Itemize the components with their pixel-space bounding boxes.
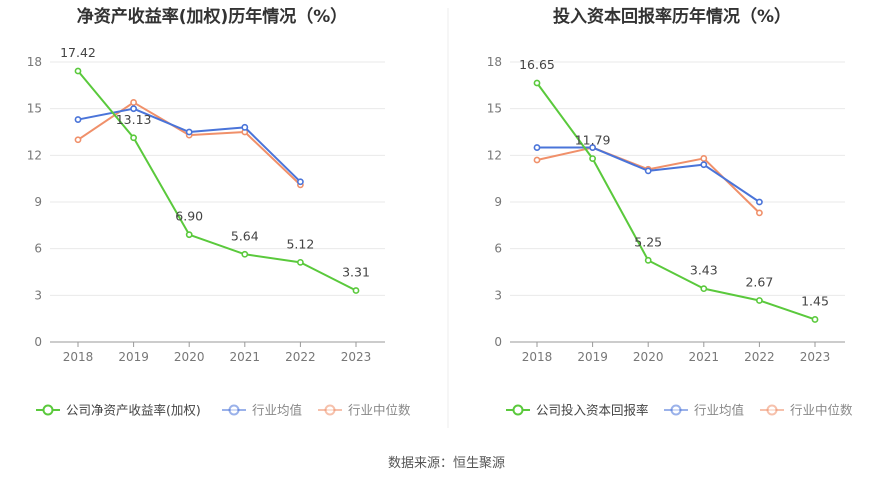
chart-2-ytick-label: 9 xyxy=(494,195,502,209)
chart-2-point-company-2018[interactable] xyxy=(533,79,541,87)
chart-2-point-avg-2022[interactable] xyxy=(756,198,763,206)
chart-1-ytick-label: 9 xyxy=(34,195,42,209)
chart-2-legend-company-label[interactable]: 公司投入资本回报率 xyxy=(536,403,649,418)
chart-1-legend-median-label[interactable]: 行业中位数 xyxy=(348,403,411,418)
chart-2-legend-company-marker[interactable] xyxy=(512,404,524,416)
chart-1-point-median-2018[interactable] xyxy=(74,136,82,144)
chart-2-point-avg-2018[interactable] xyxy=(533,144,541,151)
chart-2-legend-avg-label[interactable]: 行业均值 xyxy=(694,403,744,418)
chart-2-xtick-label: 2021 xyxy=(689,350,720,364)
chart-1-data-label-2021: 5.64 xyxy=(231,228,259,243)
chart-1-ytick-label: 6 xyxy=(34,242,42,256)
chart-1-xtick-label: 2021 xyxy=(230,350,261,364)
chart-2-ytick-label: 6 xyxy=(494,242,502,256)
chart-2-series-company-line xyxy=(536,82,816,321)
chart-1-data-label-2018: 17.42 xyxy=(60,45,96,60)
chart-2-xtick-label: 2020 xyxy=(633,350,664,364)
chart-1-point-avg-2022[interactable] xyxy=(296,178,304,186)
chart-2-xtick-label: 2018 xyxy=(522,350,553,364)
chart-2-point-avg-2021[interactable] xyxy=(700,161,708,169)
chart-1-point-avg-2019[interactable] xyxy=(130,105,137,113)
chart-1-series-median-line xyxy=(77,101,302,186)
chart-1-xtick-label: 2019 xyxy=(118,350,149,364)
chart-2-point-company-2019[interactable] xyxy=(589,155,596,162)
chart-1-point-avg-2021[interactable] xyxy=(241,123,249,131)
chart-2-point-median-2018[interactable] xyxy=(533,156,541,164)
chart-1-xtick-label: 2022 xyxy=(285,350,316,364)
chart-1-ytick-label: 12 xyxy=(27,148,42,162)
chart-2-legend-median-marker[interactable] xyxy=(766,404,778,416)
chart-2-legend-avg-marker[interactable] xyxy=(670,404,682,416)
chart-2-data-label-2020: 5.25 xyxy=(634,234,662,249)
chart-2-point-company-2022[interactable] xyxy=(756,297,763,304)
chart-1-ytick-label: 3 xyxy=(34,288,42,302)
chart-2-ytick-label: 15 xyxy=(487,102,502,116)
data-source-footer: 数据来源：恒生聚源 xyxy=(387,456,505,471)
chart-2-xtick-label: 2019 xyxy=(577,350,608,364)
chart-2-data-label-2022: 2.67 xyxy=(745,274,773,289)
chart-1-point-avg-2020[interactable] xyxy=(185,128,193,136)
chart-1-legend-avg-marker[interactable] xyxy=(228,404,240,416)
chart-1-series-company-line xyxy=(77,70,357,292)
chart-1-point-company-2020[interactable] xyxy=(185,231,193,239)
chart-2-xtick-label: 2023 xyxy=(800,350,831,364)
chart-2-ytick-label: 3 xyxy=(494,288,502,302)
chart-1-data-label-2019: 13.13 xyxy=(116,112,152,127)
chart-2-data-label-2021: 3.43 xyxy=(690,263,718,278)
chart-2-data-label-2018: 16.65 xyxy=(519,57,555,72)
chart-2-point-median-2022[interactable] xyxy=(756,209,763,217)
chart-1-point-median-2019[interactable] xyxy=(130,99,137,106)
chart-2-point-median-2021[interactable] xyxy=(700,155,708,162)
chart-2-point-company-2020[interactable] xyxy=(644,256,652,264)
chart-1-data-label-2023: 3.31 xyxy=(342,265,370,280)
chart-2-data-label-2019: 11.79 xyxy=(575,133,611,148)
chart-1-ytick-label: 18 xyxy=(27,55,42,69)
chart-2-point-avg-2020[interactable] xyxy=(644,167,652,175)
chart-1-data-label-2020: 6.90 xyxy=(175,209,203,224)
chart-2-data-label-2023: 1.45 xyxy=(801,293,829,308)
chart-1-xtick-label: 2018 xyxy=(63,350,94,364)
chart-1-legend-company-label[interactable]: 公司净资产收益率(加权) xyxy=(66,403,201,418)
chart-1-legend-company-marker[interactable] xyxy=(42,404,54,416)
chart-2-title: 投入资本回报率历年情况（%） xyxy=(553,6,791,27)
chart-1-point-avg-2018[interactable] xyxy=(74,116,82,123)
chart-1-legend-avg-label[interactable]: 行业均值 xyxy=(252,403,302,418)
chart-2-xtick-label: 2022 xyxy=(744,350,775,364)
chart-2-ytick-label: 0 xyxy=(494,335,502,349)
chart-1-point-company-2021[interactable] xyxy=(241,250,249,258)
chart-1-series-avg-line xyxy=(77,107,302,183)
chart-2-point-company-2021[interactable] xyxy=(700,285,708,293)
charts-canvas: 净资产收益率(加权)历年情况（%） 0 3 6 9 12 15 18 2018 2019 2020 2… xyxy=(27,6,853,428)
chart-2-point-company-2023[interactable] xyxy=(811,316,819,323)
chart-1-data-label-2022: 5.12 xyxy=(286,236,314,251)
chart-1-point-company-2019[interactable] xyxy=(130,134,137,142)
chart-1-ytick-label: 0 xyxy=(34,335,42,349)
chart-1-title: 净资产收益率(加权)历年情况（%） xyxy=(77,6,348,27)
chart-1-point-company-2023[interactable] xyxy=(352,287,360,294)
chart-1-ytick-label: 15 xyxy=(27,102,42,116)
chart-2-point-avg-2019[interactable] xyxy=(589,144,596,151)
chart-1-xtick-label: 2020 xyxy=(174,350,205,364)
chart-1-legend-median-marker[interactable] xyxy=(324,404,336,416)
chart-2-ytick-label: 12 xyxy=(487,148,502,162)
chart-2-legend-median-label[interactable]: 行业中位数 xyxy=(790,403,853,418)
chart-1-point-company-2018[interactable] xyxy=(74,67,82,75)
chart-1-xtick-label: 2023 xyxy=(341,350,372,364)
chart-2-ytick-label: 18 xyxy=(487,55,502,69)
chart-1-point-company-2022[interactable] xyxy=(296,258,304,266)
